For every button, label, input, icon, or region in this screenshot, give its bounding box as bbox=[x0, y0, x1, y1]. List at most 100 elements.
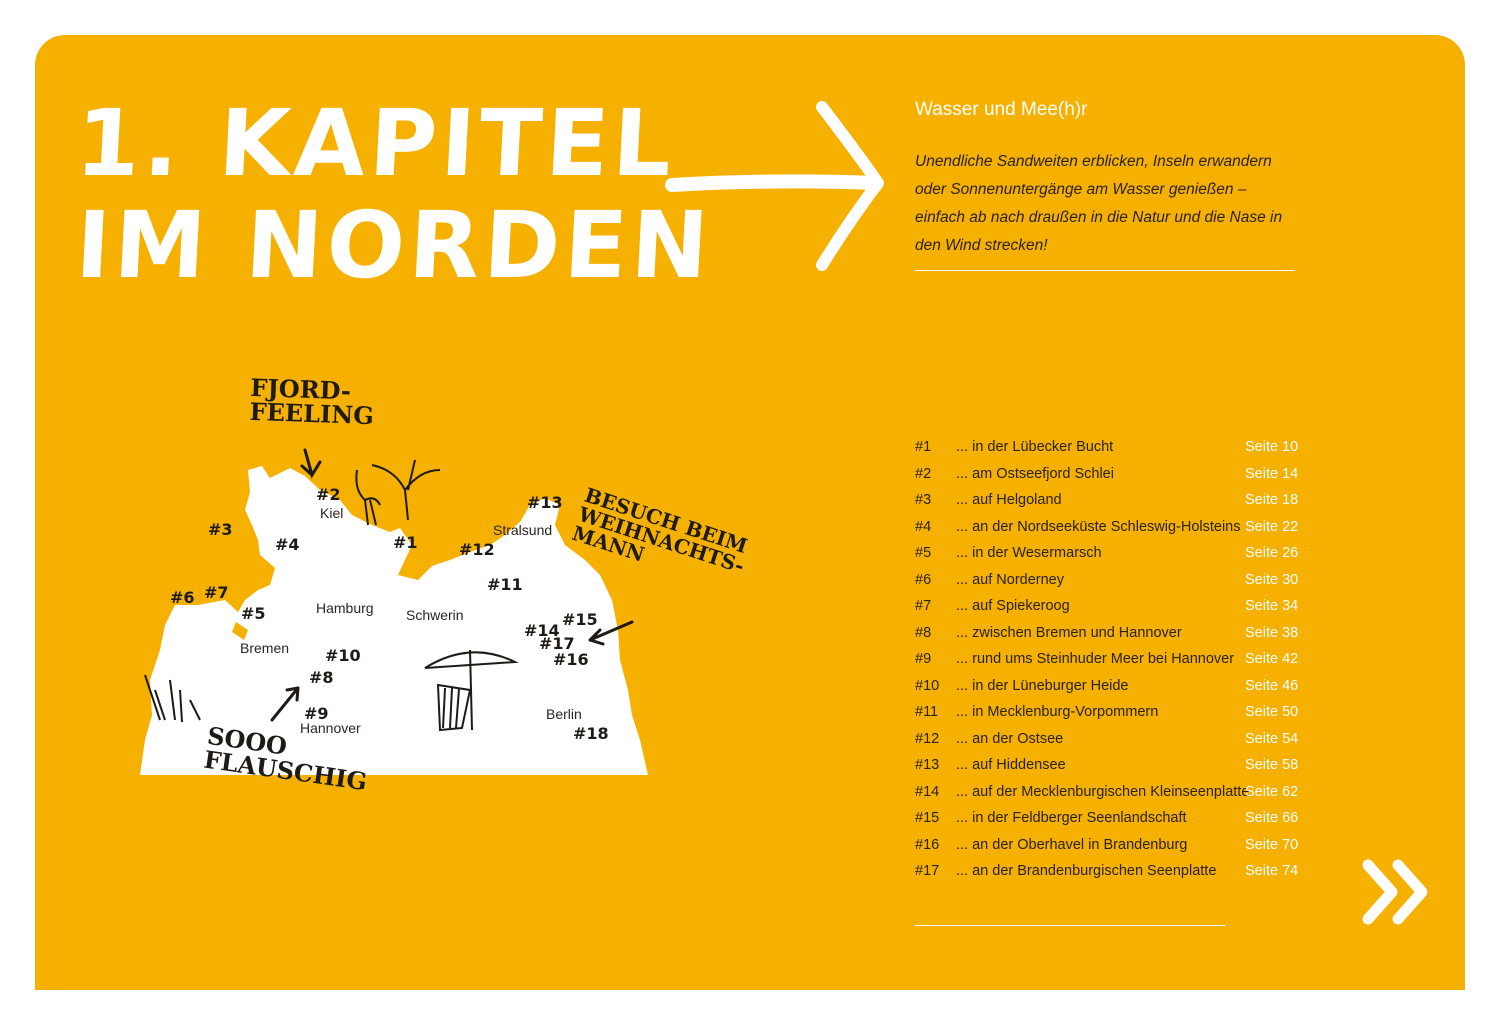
toc-label: ... auf der Mecklenburgischen Kleinseenp… bbox=[956, 783, 1250, 800]
arrow-right-icon bbox=[665, 101, 884, 271]
toc-label: ... in der Lüneburger Heide bbox=[956, 677, 1129, 694]
toc-label: ... an der Ostsee bbox=[956, 730, 1064, 747]
city-berlin: Berlin bbox=[546, 706, 582, 722]
toc-page: Seite 10 bbox=[1245, 439, 1299, 455]
toc-number: #14 bbox=[915, 783, 940, 800]
toc-label: ... in Mecklenburg-Vorpommern bbox=[956, 704, 1159, 720]
toc-number: #3 bbox=[915, 492, 932, 508]
toc-number: #17 bbox=[915, 863, 940, 879]
toc-entry[interactable]: #6 ... auf Norderney Seite 30 bbox=[915, 572, 1315, 599]
toc-entry[interactable]: #15 ... in der Feldberger Seenlandschaft S… bbox=[915, 810, 1315, 837]
divider bbox=[915, 270, 1295, 271]
toc-page: Seite 14 bbox=[1245, 465, 1299, 482]
toc-number: #2 bbox=[915, 465, 932, 482]
toc-entry[interactable]: #1 ... in der Lübecker Bucht Seite 10 bbox=[915, 439, 1315, 466]
map-marker: #4 bbox=[275, 535, 300, 554]
beach-umbrella-chair-illustration bbox=[424, 649, 519, 732]
toc-page: Seite 46 bbox=[1245, 677, 1299, 694]
city-stralsund: Stralsund bbox=[493, 522, 553, 538]
toc-entry[interactable]: #13 ... auf Hiddensee Seite 58 bbox=[915, 757, 1315, 784]
toc-number: #13 bbox=[915, 757, 940, 773]
double-chevron-right-icon[interactable] bbox=[1360, 855, 1435, 930]
annotation-arrows bbox=[270, 448, 634, 722]
toc-label: ... auf Norderney bbox=[956, 571, 1064, 588]
toc-page: Seite 62 bbox=[1245, 783, 1299, 800]
toc-page: Seite 30 bbox=[1245, 571, 1299, 588]
map-marker: #6 bbox=[170, 588, 195, 607]
chapter-subtitle: Wasser und Mee(h)r bbox=[915, 99, 1088, 120]
toc-entry[interactable]: #11 ... in Mecklenburg-Vorpommern Seite 50 bbox=[915, 704, 1315, 731]
toc-entry[interactable]: #16 ... an der Oberhavel in Brandenburg Se… bbox=[915, 837, 1315, 864]
toc-number: #7 bbox=[915, 598, 932, 614]
toc-number: #11 bbox=[915, 704, 939, 720]
city-hannover: Hannover bbox=[300, 720, 361, 736]
toc-entry[interactable]: #5 ... in der Wesermarsch Seite 26 bbox=[915, 545, 1315, 572]
toc-entry[interactable]: #14 ... auf der Mecklenburgischen Kleinse… bbox=[915, 784, 1315, 811]
city-schwerin: Schwerin bbox=[406, 607, 464, 623]
toc-number: #8 bbox=[915, 624, 932, 641]
map-marker: #12 bbox=[459, 540, 495, 559]
toc-entry[interactable]: #7 ... auf Spiekeroog Seite 34 bbox=[915, 598, 1315, 625]
toc-label: ... zwischen Bremen und Hannover bbox=[956, 624, 1182, 641]
toc-number: #4 bbox=[915, 518, 932, 535]
toc-entry[interactable]: #9 ... rund ums Steinhuder Meer bei Hanno… bbox=[915, 651, 1315, 678]
toc-number: #16 bbox=[915, 836, 940, 853]
toc-page: Seite 26 bbox=[1245, 545, 1299, 561]
map-marker: #3 bbox=[208, 520, 233, 539]
toc-label: ... an der Oberhavel in Brandenburg bbox=[956, 836, 1188, 853]
reeds-illustration bbox=[144, 674, 201, 723]
toc-entry[interactable]: #2 ... am Ostseefjord Schlei Seite 14 bbox=[915, 466, 1315, 493]
toc-entry[interactable]: #12 ... an der Ostsee Seite 54 bbox=[915, 731, 1315, 758]
map-marker: #18 bbox=[573, 724, 609, 743]
toc-label: ... in der Wesermarsch bbox=[956, 545, 1102, 561]
toc-entry[interactable]: #17 ... an der Brandenburgischen Seenplat… bbox=[915, 863, 1315, 890]
toc-label: ... in der Feldberger Seenlandschaft bbox=[956, 810, 1187, 826]
toc-number: #15 bbox=[915, 810, 940, 826]
map-marker: #8 bbox=[309, 668, 334, 687]
toc-page: Seite 58 bbox=[1245, 757, 1299, 773]
toc-entry[interactable]: #3 ... auf Helgoland Seite 18 bbox=[915, 492, 1315, 519]
toc-entry[interactable]: #10 ... in der Lüneburger Heide Seite 46 bbox=[915, 678, 1315, 705]
map-marker: #2 bbox=[316, 485, 341, 504]
chapter-intro: Unendliche Sandweiten erblicken, Inseln … bbox=[915, 153, 1283, 254]
map-marker: #14 bbox=[524, 621, 560, 640]
annotation-fjord-feeling: FJORD- FEELING bbox=[249, 372, 375, 431]
toc-page: Seite 38 bbox=[1245, 624, 1299, 641]
map-marker: #11 bbox=[487, 575, 523, 594]
map-northern-germany bbox=[140, 448, 648, 775]
toc-page: Seite 22 bbox=[1245, 518, 1299, 535]
divider bbox=[915, 925, 1225, 926]
map-marker: #13 bbox=[527, 493, 563, 512]
map-marker: #17 bbox=[539, 634, 575, 653]
crane-birds-illustration bbox=[355, 459, 441, 526]
toc-page: Seite 42 bbox=[1245, 651, 1299, 667]
table-of-contents: #1 ... in der Lübecker Bucht Seite 10 #2...… bbox=[915, 439, 1315, 890]
map-marker: #5 bbox=[241, 604, 266, 623]
city-bremen: Bremen bbox=[240, 640, 290, 656]
toc-page: Seite 66 bbox=[1245, 810, 1299, 826]
toc-number: #6 bbox=[915, 571, 932, 588]
toc-number: #10 bbox=[915, 677, 940, 694]
toc-page: Seite 74 bbox=[1245, 863, 1299, 879]
toc-number: #9 bbox=[915, 651, 932, 667]
map-marker: #1 bbox=[393, 533, 418, 552]
toc-entry[interactable]: #4 ... an der Nordseeküste Schleswig-Hols… bbox=[915, 519, 1315, 546]
toc-label: ... auf Hiddensee bbox=[956, 757, 1066, 773]
map-marker: #9 bbox=[304, 704, 329, 723]
toc-label: ... in der Lübecker Bucht bbox=[956, 439, 1114, 455]
toc-label: ... an der Brandenburgischen Seenplatte bbox=[956, 863, 1217, 879]
toc-label: ... an der Nordseeküste Schleswig-Holste… bbox=[956, 518, 1241, 535]
toc-page: Seite 54 bbox=[1245, 730, 1299, 747]
toc-number: #5 bbox=[915, 545, 932, 561]
map-marker: #15 bbox=[562, 610, 598, 629]
toc-number: #12 bbox=[915, 730, 940, 747]
toc-label: ... auf Helgoland bbox=[956, 492, 1062, 508]
toc-page: Seite 70 bbox=[1245, 836, 1299, 853]
map-marker: #10 bbox=[325, 646, 361, 665]
toc-label: ... auf Spiekeroog bbox=[956, 598, 1070, 614]
toc-entry[interactable]: #8 ... zwischen Bremen und Hannover Seite … bbox=[915, 625, 1315, 652]
toc-number: #1 bbox=[915, 439, 932, 455]
map-marker: #16 bbox=[553, 650, 589, 669]
city-hamburg: Hamburg bbox=[316, 600, 374, 616]
city-kiel: Kiel bbox=[320, 505, 344, 521]
